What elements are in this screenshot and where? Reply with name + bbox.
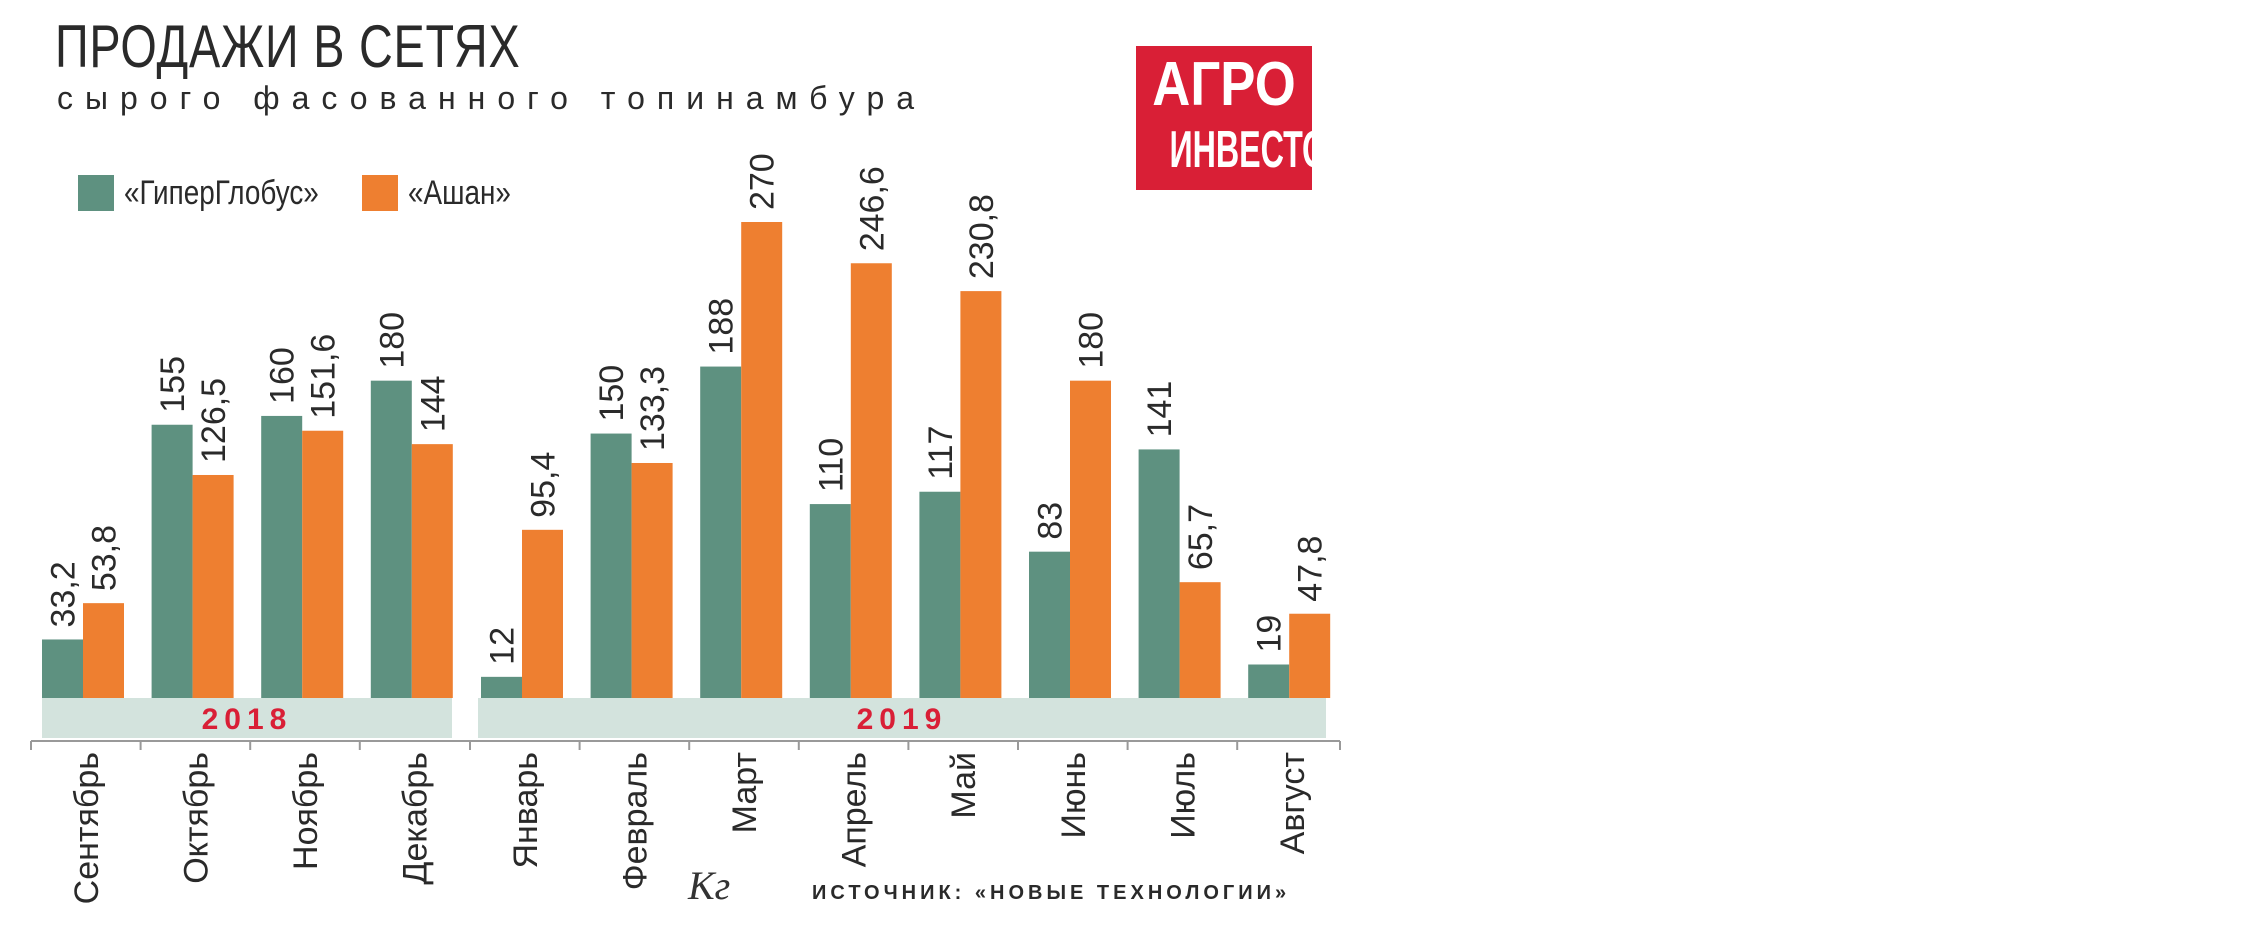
chart-subtitle: сырого фасованного топинамбура bbox=[57, 80, 927, 116]
value-label-giperglobus-Июль: 141 bbox=[1141, 381, 1179, 438]
bar-giperglobus-Апрель bbox=[809, 504, 851, 698]
bar-giperglobus-Январь bbox=[481, 676, 522, 698]
category-label-Июнь: Июнь bbox=[1055, 752, 1093, 838]
source-note: ИСТОЧНИК: «НОВЫЕ ТЕХНОЛОГИИ» bbox=[812, 882, 1291, 904]
bar-auchan-Сентябрь bbox=[83, 603, 124, 698]
logo-line-1: АГРО bbox=[1152, 50, 1296, 119]
value-label-auchan-Ноябрь: 151,6 bbox=[305, 334, 343, 419]
bar-auchan-Октябрь bbox=[192, 474, 234, 698]
legend-label-auchan: «Ашан» bbox=[408, 174, 511, 212]
year-bands: 2018 2019 bbox=[42, 698, 1326, 738]
bar-giperglobus-Октябрь bbox=[151, 424, 193, 698]
year-label-2018: 2018 bbox=[202, 703, 293, 736]
value-label-auchan-Сентябрь: 53,8 bbox=[86, 525, 124, 591]
bar-auchan-Январь bbox=[522, 529, 563, 698]
bar-auchan-Ноябрь bbox=[302, 430, 344, 698]
chart-title: ПРОДАЖИ В СЕТЯХ bbox=[55, 13, 521, 80]
value-label-auchan-Декабрь: 144 bbox=[414, 375, 452, 432]
value-label-auchan-Февраль: 133,3 bbox=[634, 366, 672, 451]
bar-auchan-Май bbox=[960, 291, 1002, 698]
bar-giperglobus-Март bbox=[700, 366, 742, 698]
value-label-auchan-Март: 270 bbox=[744, 153, 782, 210]
category-label-Октябрь: Октябрь bbox=[177, 752, 215, 884]
value-label-auchan-Январь: 95,4 bbox=[525, 452, 563, 518]
value-label-giperglobus-Май: 117 bbox=[922, 426, 960, 480]
category-label-Август: Август bbox=[1274, 752, 1312, 854]
category-label-Март: Март bbox=[726, 752, 764, 833]
category-label-Сентябрь: Сентябрь bbox=[68, 752, 106, 904]
bar-auchan-Март bbox=[741, 222, 783, 698]
bar-auchan-Август bbox=[1289, 613, 1331, 698]
bars bbox=[42, 222, 1331, 698]
bar-auchan-Апрель bbox=[850, 263, 892, 698]
bar-giperglobus-Май bbox=[919, 491, 961, 698]
legend-label-giperglobus: «ГиперГлобус» bbox=[124, 174, 319, 212]
legend-swatch-auchan bbox=[362, 175, 398, 211]
category-label-Февраль: Февраль bbox=[616, 752, 654, 890]
category-label-Декабрь: Декабрь bbox=[397, 752, 435, 885]
legend-swatch-giperglobus bbox=[78, 175, 114, 211]
bar-giperglobus-Сентябрь bbox=[42, 639, 83, 698]
bar-giperglobus-Июнь bbox=[1029, 551, 1070, 698]
x-axis: Сентябрь Октябрь Ноябрь Декабрь Январь Феврал… bbox=[30, 740, 1341, 904]
year-label-2019: 2019 bbox=[857, 703, 948, 736]
bar-auchan-Февраль bbox=[631, 462, 673, 698]
category-label-Июль: Июль bbox=[1164, 752, 1202, 839]
year-band-2018 bbox=[42, 698, 452, 738]
category-label-Январь: Январь bbox=[507, 752, 545, 869]
value-label-giperglobus-Сентябрь: 33,2 bbox=[45, 561, 83, 627]
value-label-giperglobus-Ноябрь: 160 bbox=[264, 347, 302, 404]
category-label-Апрель: Апрель bbox=[836, 752, 874, 867]
value-label-giperglobus-Октябрь: 155 bbox=[154, 356, 192, 413]
value-label-giperglobus-Март: 188 bbox=[703, 298, 741, 355]
value-label-auchan-Апрель: 246,6 bbox=[853, 166, 891, 251]
value-label-auchan-Май: 230,8 bbox=[963, 194, 1001, 279]
bar-giperglobus-Декабрь bbox=[370, 380, 412, 698]
bar-auchan-Декабрь bbox=[411, 444, 453, 698]
bar-giperglobus-Февраль bbox=[590, 433, 632, 698]
value-label-auchan-Октябрь: 126,5 bbox=[195, 378, 233, 463]
value-label-giperglobus-Февраль: 150 bbox=[593, 365, 631, 422]
bar-auchan-Июль bbox=[1179, 582, 1221, 698]
unit-label: Кг bbox=[688, 863, 731, 908]
bar-giperglobus-Август bbox=[1248, 664, 1290, 698]
value-label-giperglobus-Январь: 12 bbox=[484, 627, 522, 665]
legend: «ГиперГлобус» «Ашан» bbox=[78, 172, 578, 212]
value-label-auchan-Август: 47,8 bbox=[1292, 536, 1330, 602]
bar-giperglobus-Июль bbox=[1138, 449, 1180, 698]
agroinvestor-logo: АГРО ИНВЕСТОР bbox=[1136, 46, 1312, 190]
value-label-auchan-Июль: 65,7 bbox=[1182, 504, 1220, 570]
value-label-giperglobus-Август: 19 bbox=[1251, 615, 1289, 653]
year-band-2019 bbox=[478, 698, 1326, 738]
value-label-auchan-Июнь: 180 bbox=[1073, 312, 1111, 369]
value-label-giperglobus-Декабрь: 180 bbox=[373, 312, 411, 369]
bar-auchan-Июнь bbox=[1070, 380, 1111, 698]
value-label-giperglobus-Апрель: 110 bbox=[812, 438, 850, 492]
bar-giperglobus-Ноябрь bbox=[261, 415, 303, 698]
value-label-giperglobus-Июнь: 83 bbox=[1032, 502, 1070, 540]
category-label-Ноябрь: Ноябрь bbox=[287, 752, 325, 870]
category-label-Май: Май bbox=[945, 752, 983, 819]
